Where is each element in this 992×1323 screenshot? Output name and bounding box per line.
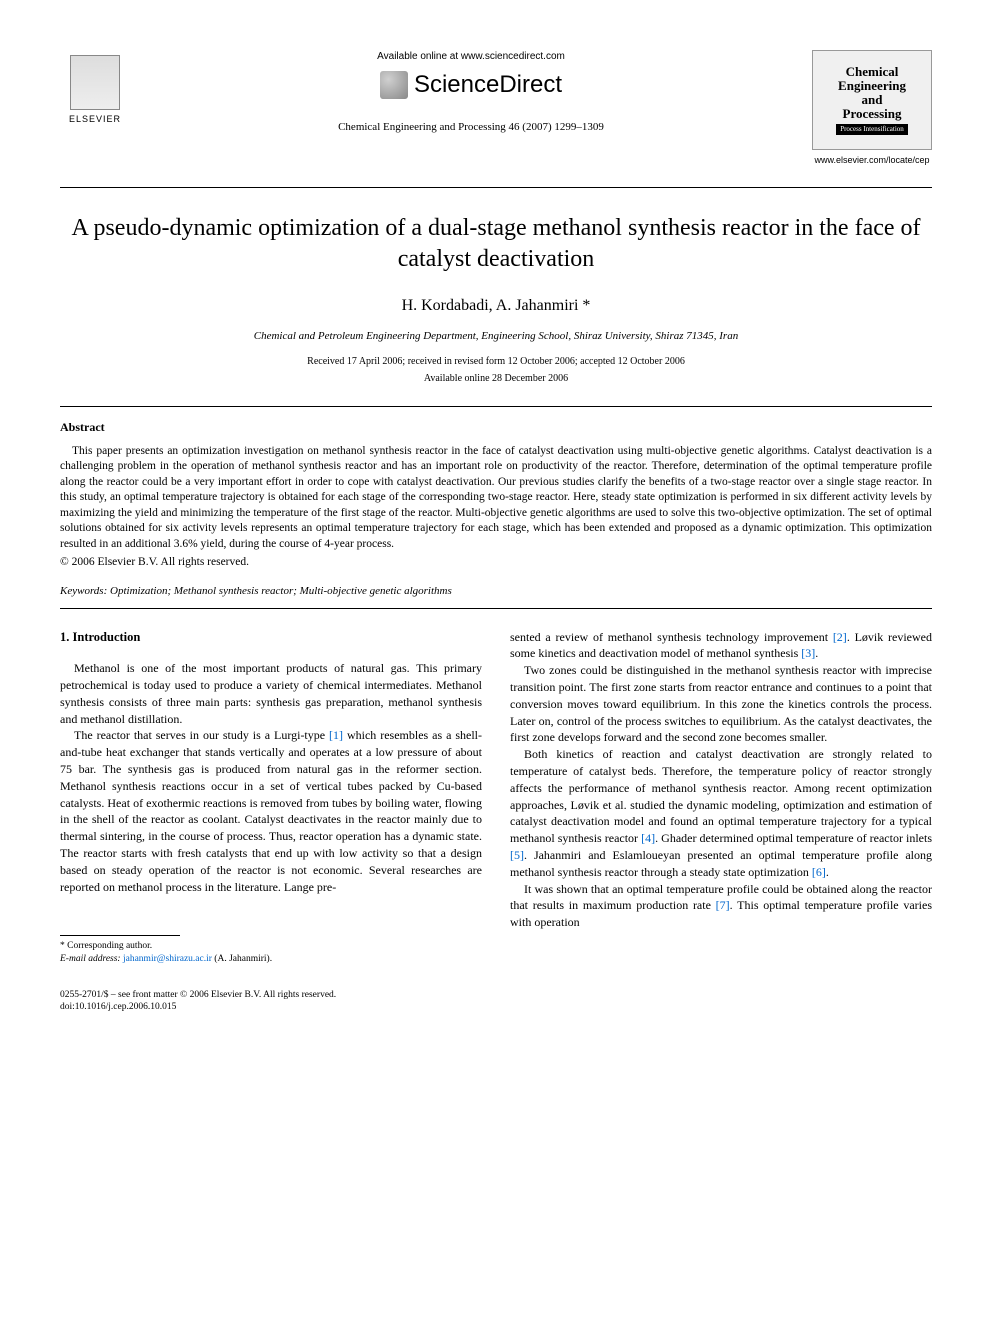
footnote-corresponding: * Corresponding author. [60,940,482,952]
sciencedirect-icon [380,71,408,99]
abstract-heading: Abstract [60,419,932,436]
reference-link[interactable]: [3] [801,646,815,660]
available-online-text: Available online at www.sciencedirect.co… [150,50,792,64]
footnote-email-link[interactable]: jahanmir@shirazu.ac.ir [123,954,212,964]
cover-title-line: Chemical [838,65,906,79]
reference-link[interactable]: [6] [812,865,826,879]
header-rule [60,187,932,188]
abstract-copyright: © 2006 Elsevier B.V. All rights reserved… [60,554,932,570]
abstract-text: This paper presents an optimization inve… [60,444,932,553]
text-span: . Ghader determined optimal temperature … [655,831,932,845]
cover-title-line: Engineering [838,79,906,93]
paragraph: Methanol is one of the most important pr… [60,660,482,727]
left-column: 1. Introduction Methanol is one of the m… [60,629,482,965]
elsevier-label: ELSEVIER [69,113,121,126]
journal-reference: Chemical Engineering and Processing 46 (… [150,120,792,135]
text-span: which resembles as a shell-and-tube heat… [60,728,482,893]
paragraph: It was shown that an optimal temperature… [510,881,932,931]
elsevier-tree-icon [70,55,120,110]
center-header: Available online at www.sciencedirect.co… [130,50,812,135]
available-date: Available online 28 December 2006 [60,372,932,386]
reference-link[interactable]: [7] [716,898,730,912]
keywords-text: Optimization; Methanol synthesis reactor… [107,585,452,597]
right-column: sented a review of methanol synthesis te… [510,629,932,965]
reference-link[interactable]: [1] [329,728,343,742]
header-row: ELSEVIER Available online at www.science… [60,50,932,167]
text-span: . Jahanmiri and Eslamloueyan presented a… [510,848,932,879]
elsevier-logo: ELSEVIER [60,50,130,130]
body-columns: 1. Introduction Methanol is one of the m… [60,629,932,965]
footer-line2: doi:10.1016/j.cep.2006.10.015 [60,1001,932,1013]
keywords-label: Keywords: [60,585,107,597]
journal-cover-box: Chemical Engineering and Processing Proc… [812,50,932,150]
keywords: Keywords: Optimization; Methanol synthes… [60,584,932,599]
reference-link[interactable]: [2] [833,630,847,644]
received-dates: Received 17 April 2006; received in revi… [60,355,932,369]
authors: H. Kordabadi, A. Jahanmiri * [60,295,932,317]
paragraph: sented a review of methanol synthesis te… [510,629,932,663]
cover-url[interactable]: www.elsevier.com/locate/cep [812,154,932,167]
article-title: A pseudo-dynamic optimization of a dual-… [60,213,932,275]
footer-line1: 0255-2701/$ – see front matter © 2006 El… [60,989,932,1001]
text-span: . [826,865,829,879]
body-rule [60,608,932,609]
abstract-top-rule [60,406,932,407]
footnote-email-suffix: (A. Jahanmiri). [212,954,272,964]
cover-subtitle: Process Intensification [836,124,908,136]
sciencedirect-logo[interactable]: ScienceDirect [150,68,792,102]
section-heading: 1. Introduction [60,629,482,647]
paragraph: Two zones could be distinguished in the … [510,662,932,746]
paragraph: Both kinetics of reaction and catalyst d… [510,746,932,880]
footnote-email-label: E-mail address: [60,954,121,964]
text-span: . [815,646,818,660]
text-span: sented a review of methanol synthesis te… [510,630,833,644]
cover-title: Chemical Engineering and Processing [838,65,906,122]
affiliation: Chemical and Petroleum Engineering Depar… [60,329,932,344]
footnote-email-line: E-mail address: jahanmir@shirazu.ac.ir (… [60,953,482,965]
footnote-rule [60,935,180,936]
cover-title-line: Processing [838,107,906,121]
reference-link[interactable]: [5] [510,848,524,862]
cover-title-line: and [838,93,906,107]
journal-cover: Chemical Engineering and Processing Proc… [812,50,932,167]
footer: 0255-2701/$ – see front matter © 2006 El… [60,989,932,1014]
text-span: The reactor that serves in our study is … [74,728,329,742]
reference-link[interactable]: [4] [641,831,655,845]
paragraph: The reactor that serves in our study is … [60,727,482,895]
sciencedirect-text: ScienceDirect [414,68,562,102]
